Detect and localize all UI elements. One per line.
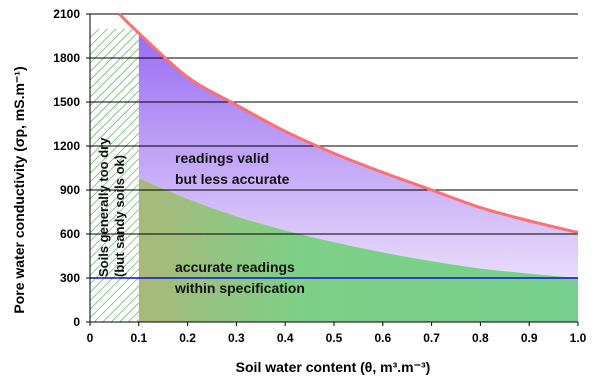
y-tick-label: 1500 [53,95,80,109]
dry-region-label-1: Soils generally too dry [96,137,111,277]
x-tick-label: 1.0 [570,331,587,345]
y-axis-title: Pore water conductivity (σp, mS.m⁻¹) [11,66,27,313]
x-tick-label: 0.1 [130,331,147,345]
dry-region-label-2: (but sandy soils ok) [112,155,127,277]
x-tick-label: 0.6 [374,331,391,345]
x-tick-label: 0.2 [179,331,196,345]
y-tick-label: 900 [60,183,80,197]
upper-limit-curve [118,12,579,234]
x-tick-label: 0 [87,331,94,345]
accurate-region-label-2: within specification [174,280,305,296]
accurate-region-label-1: accurate readings [175,259,295,275]
x-tick-label: 0.8 [472,331,489,345]
y-tick-label: 1800 [53,51,80,65]
y-tick-labels: 0 300 600 900 1200 1500 1800 2100 [53,7,90,329]
gridlines [90,13,578,235]
x-tick-label: 0.7 [423,331,440,345]
x-tick-label: 0.5 [326,331,343,345]
x-axis-title: Soil water content (θ, m³.m⁻³) [236,359,431,375]
y-tick-label: 0 [73,315,80,329]
x-tick-label: 0.9 [521,331,538,345]
x-tick-label: 0.4 [277,331,294,345]
y-tick-label: 2100 [53,7,80,21]
dry-region [90,28,139,323]
x-tick-label: 0.3 [228,331,245,345]
accurate-region [138,178,579,322]
valid-region-label-1: readings valid [175,150,269,166]
y-tick-label: 300 [60,271,80,285]
valid-region-label-2: but less accurate [175,171,290,187]
y-tick-label: 600 [60,227,80,241]
valid-less-accurate-region [138,33,579,278]
x-tick-labels: 0 0.1 0.2 0.3 0.4 0.5 0.6 0.7 0.8 0.9 1.0 [87,322,587,345]
y-tick-label: 1200 [53,139,80,153]
